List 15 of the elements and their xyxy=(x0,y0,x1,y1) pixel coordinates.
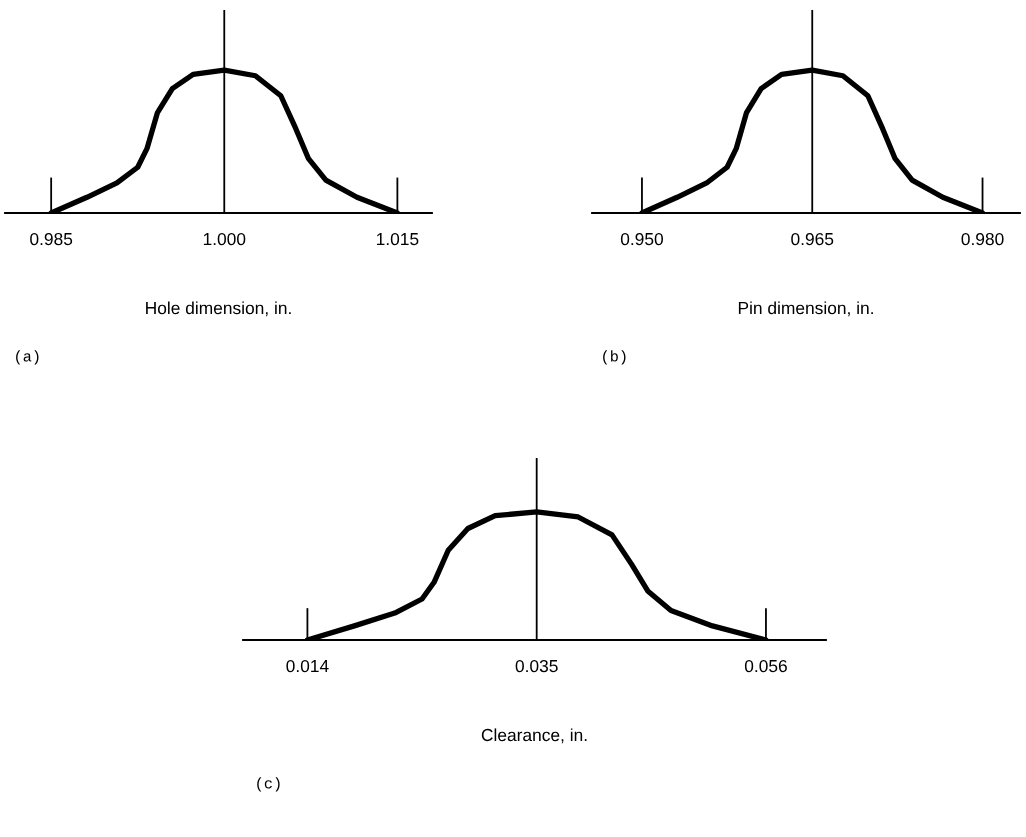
text: (c) xyxy=(257,777,280,792)
text: (b) xyxy=(603,350,626,365)
x-tick-label: 1.015 xyxy=(376,232,419,246)
x-axis-title: Pin dimension, in. xyxy=(738,301,873,317)
x-tick-label: 0.035 xyxy=(515,659,558,673)
x-tick-label: 1.000 xyxy=(203,232,246,246)
x-tick-label: 0.980 xyxy=(961,232,1004,246)
x-tick-label: 0.985 xyxy=(30,232,73,246)
text: (a) xyxy=(16,350,39,365)
x-tick-label: 0.950 xyxy=(620,232,663,246)
x-tick-label: 0.056 xyxy=(744,659,787,673)
x-axis-title: Clearance, in. xyxy=(481,728,587,744)
x-axis-title: Hole dimension, in. xyxy=(146,301,291,317)
x-tick-label: 0.014 xyxy=(286,659,329,673)
x-tick-label: 0.965 xyxy=(791,232,834,246)
